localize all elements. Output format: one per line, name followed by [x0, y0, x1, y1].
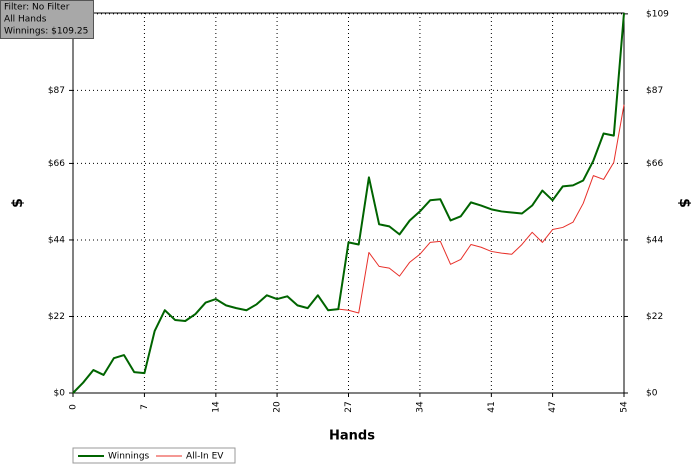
- info-box-bg: [0, 0, 94, 39]
- x-tick-label: 7: [140, 404, 150, 410]
- legend-label: All-In EV: [186, 452, 224, 462]
- x-axis-label: Hands: [329, 429, 375, 444]
- y-axis-label: $: [10, 198, 26, 208]
- y2-tick-label: $109: [646, 9, 669, 19]
- x-tick-label: 14: [211, 401, 221, 413]
- series-line: [72, 12, 625, 394]
- y2-tick-label: $44: [646, 235, 663, 245]
- legend: Winnings All-In EV: [72, 447, 236, 464]
- y2-tick-label: $66: [646, 159, 663, 169]
- x-tick-label: 20: [273, 401, 283, 413]
- y2-tick-label: $0: [646, 389, 658, 399]
- y2-axis-label: $: [676, 198, 692, 208]
- y-tick-label: $0: [54, 389, 66, 399]
- info-box: Filter: No Filter All Hands Winnings: $109…: [0, 0, 94, 39]
- legend-label: Winnings: [108, 452, 150, 462]
- info-box-line: Winnings: $109.25: [4, 27, 88, 37]
- y-tick-label: $66: [48, 159, 65, 169]
- x-tick-label: 47: [548, 401, 558, 412]
- x-tick-label: 34: [415, 401, 425, 413]
- y2-tick-label: $87: [646, 86, 663, 96]
- info-box-line: All Hands: [4, 15, 47, 25]
- x-tick-label: 41: [487, 401, 497, 412]
- legend-box: [72, 447, 236, 464]
- x-tick-label: 0: [69, 404, 79, 410]
- y-tick-label: $87: [48, 86, 65, 96]
- y2-tick-label: $22: [646, 312, 663, 322]
- y-tick-label: $22: [48, 312, 65, 322]
- y-tick-label: $44: [48, 235, 65, 245]
- x-tick-label: 27: [344, 401, 354, 412]
- x-tick-label: 54: [620, 401, 630, 413]
- info-box-line: Filter: No Filter: [4, 3, 70, 13]
